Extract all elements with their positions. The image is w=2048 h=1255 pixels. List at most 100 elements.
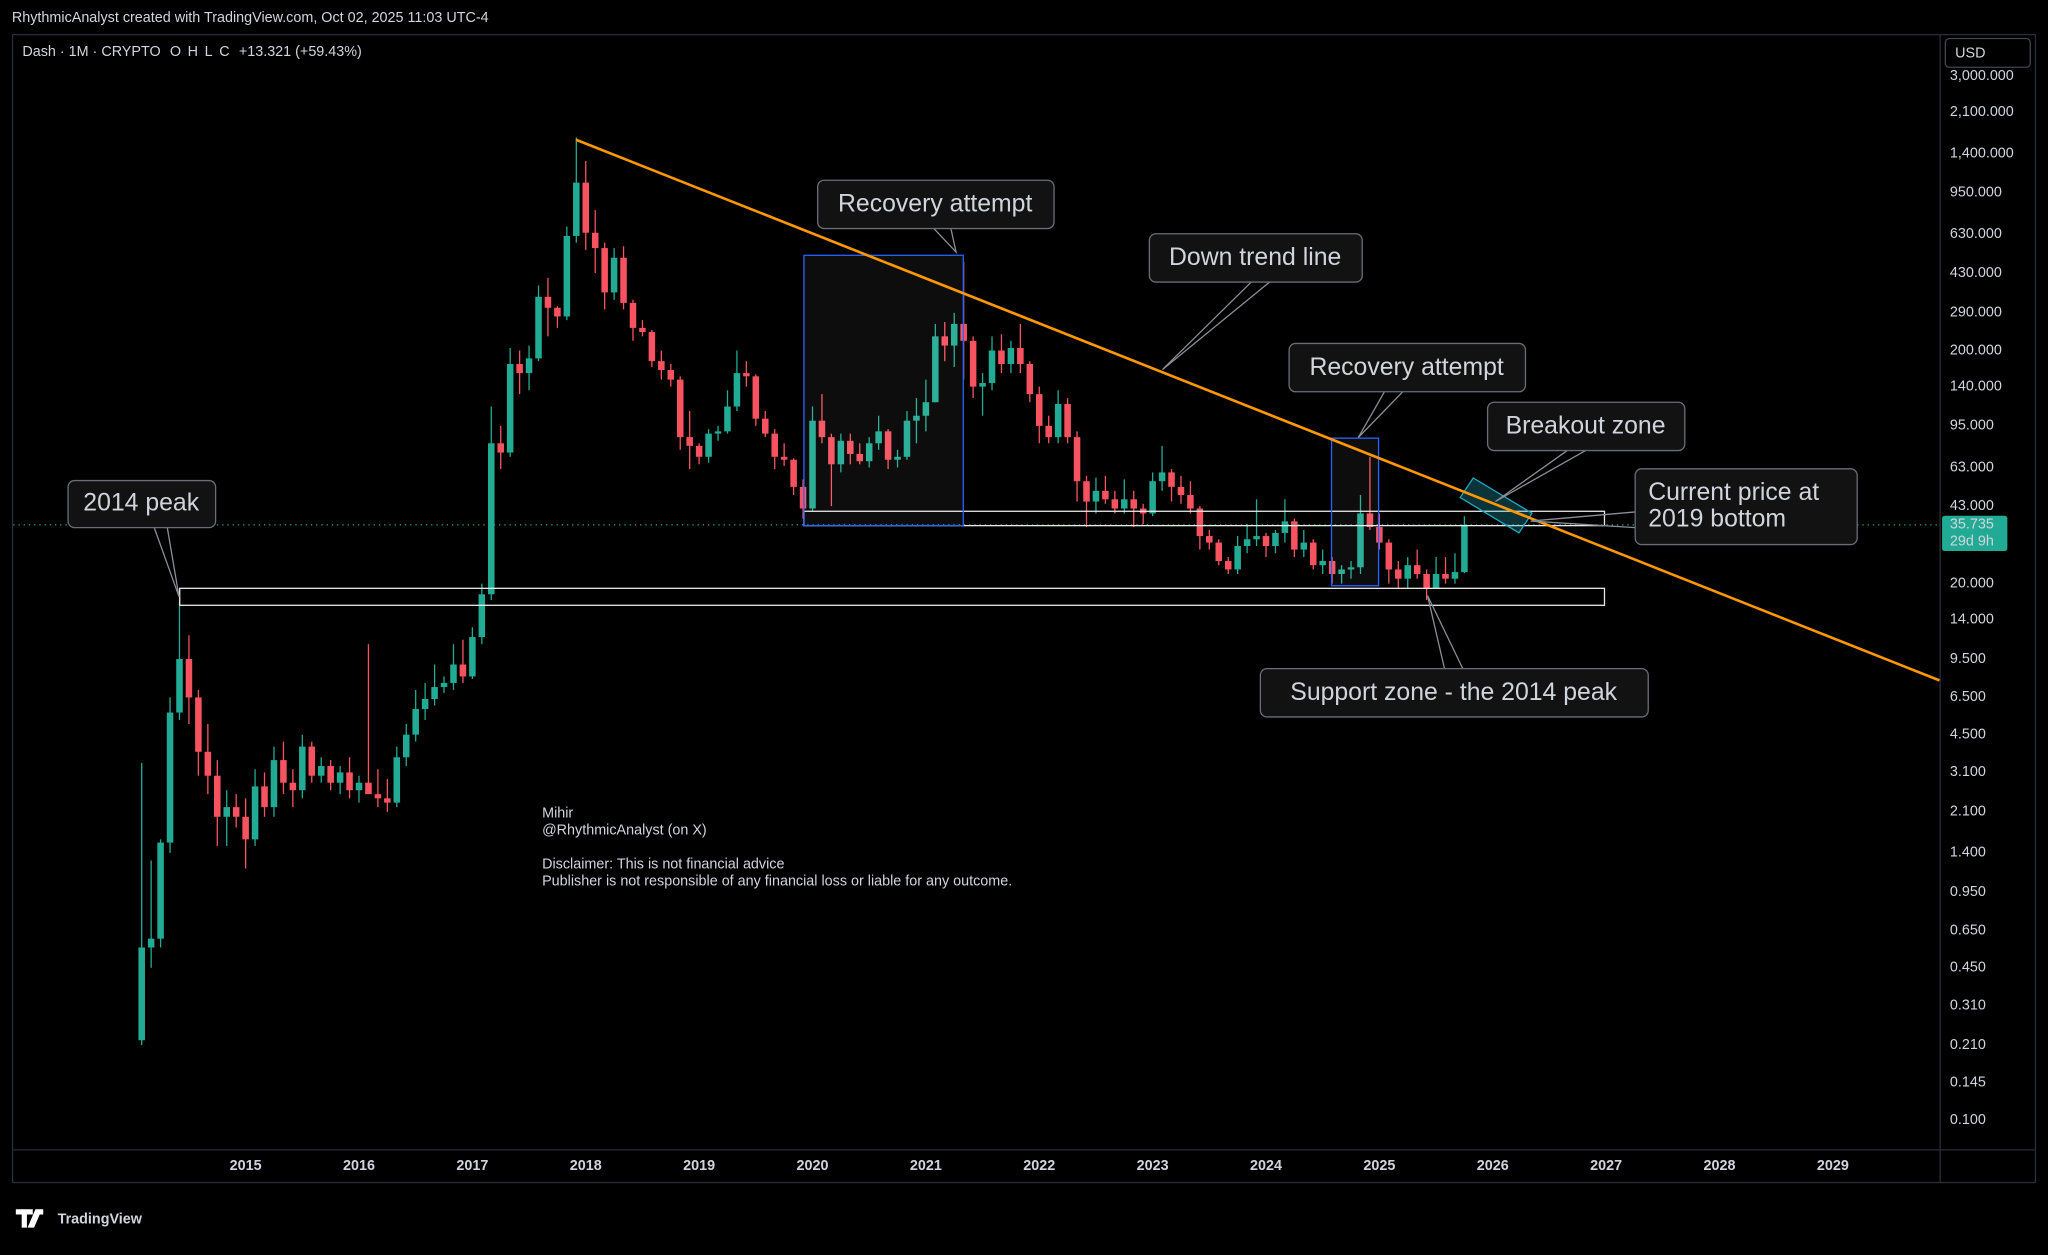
symbol: Dash · 1M · CRYPTO (22, 44, 160, 60)
candle-body (865, 443, 873, 462)
candle-body (903, 420, 911, 457)
currency[interactable]: USD (1955, 45, 1985, 61)
candle-body (1224, 561, 1232, 570)
candle-body (327, 766, 334, 783)
watermark: Disclaimer: This is not financial advice (542, 856, 784, 872)
y-tick-label: 6.500 (1950, 689, 1986, 705)
candle-body (299, 746, 306, 791)
callout (1259, 667, 1649, 718)
candle-body (1253, 536, 1260, 540)
candle-body (610, 257, 618, 293)
pointer (1161, 281, 1270, 371)
candle-body (1177, 486, 1185, 495)
candle-body (157, 842, 164, 939)
logo: TradingView (58, 1212, 143, 1228)
candle-body (1376, 526, 1383, 543)
candle-body (412, 708, 419, 735)
candle-body (676, 379, 684, 438)
candle-body (204, 751, 212, 776)
watermark: @RhythmicAnalyst (on X) (542, 822, 707, 838)
candle-body (1432, 573, 1440, 589)
y-tick-label: 430.000 (1950, 265, 2002, 281)
candle-body (667, 369, 675, 380)
candle-body (780, 456, 788, 460)
candle-body (762, 418, 769, 434)
candle-body (799, 486, 807, 509)
candle-body (1262, 536, 1270, 547)
annotation: Recovery attempt (1309, 354, 1503, 381)
candle-body (818, 420, 826, 438)
candle-body (979, 383, 986, 387)
x-tick-label: 2024 (1250, 1158, 1282, 1174)
candle-body (1347, 567, 1355, 570)
candle-body (705, 433, 712, 457)
callout (817, 179, 1055, 230)
currency-button[interactable] (1944, 37, 2031, 68)
callout (1148, 233, 1363, 283)
candle-body (280, 760, 287, 783)
candle-body (875, 431, 882, 444)
callout (67, 479, 217, 529)
candle-body (1385, 542, 1393, 570)
callout (1634, 468, 1858, 546)
candle-body (147, 938, 155, 948)
candle-body (714, 431, 722, 434)
candle-body (847, 440, 854, 454)
y-tick-label: 0.950 (1950, 884, 1986, 900)
candle-body (1073, 437, 1081, 482)
candle-body (695, 445, 703, 457)
candle-body (317, 766, 325, 776)
ohlc-label: L (205, 44, 213, 60)
candle-body (1121, 499, 1128, 509)
candle-body (969, 340, 977, 387)
candle-body (497, 443, 504, 453)
y-tick-label: 2,100.000 (1950, 104, 2014, 120)
candle-body (488, 443, 495, 595)
candle-body (440, 682, 448, 688)
y-tick-label: 43.000 (1950, 498, 1994, 514)
candle-body (384, 798, 391, 803)
candle-body (1168, 472, 1175, 487)
candle-body (639, 327, 646, 333)
candle-body (601, 248, 608, 293)
annotation: 2014 peak (83, 490, 199, 517)
y-tick-label: 1.400 (1950, 845, 1986, 861)
y-tick-label: 9.500 (1950, 651, 1986, 667)
annotation: Down trend line (1169, 244, 1341, 271)
candle-body (837, 440, 845, 465)
candle-body (582, 182, 590, 233)
candle-body (431, 687, 438, 700)
candle-body (176, 659, 183, 713)
candle-body (752, 376, 760, 419)
candle-body (790, 459, 797, 487)
candle-body (1309, 542, 1317, 566)
candle-body (346, 772, 353, 791)
candle-body (932, 336, 939, 403)
change: +13.321 (+59.43%) (239, 44, 362, 60)
watermark: Publisher is not responsible of any fina… (542, 873, 1012, 889)
candle-body (336, 772, 344, 783)
candle-body (469, 637, 476, 677)
candle-body (525, 358, 533, 374)
x-tick-label: 2022 (1023, 1158, 1055, 1174)
candle-body (1102, 490, 1109, 500)
y-tick-label: 0.650 (1950, 922, 1986, 938)
y-tick-label: 290.000 (1950, 305, 2002, 321)
price-tag: 0.100 0.145 0.210 0.310 0.450 0.650 0.950 1.400… (230, 68, 2014, 1174)
candle-body (573, 182, 580, 236)
candle-body (620, 257, 627, 303)
x-tick-label: 2028 (1704, 1158, 1736, 1174)
candle-body (828, 437, 835, 465)
x-tick-label: 2026 (1477, 1158, 1509, 1174)
candle-body (195, 697, 202, 752)
candle-body (516, 364, 523, 374)
candle-body (1206, 536, 1213, 543)
x-tick-label: 2027 (1590, 1158, 1622, 1174)
candle-body (1366, 513, 1374, 527)
candle-body (1234, 546, 1241, 570)
recovery-box (1330, 437, 1380, 587)
y-tick-label: 0.145 (1950, 1074, 1986, 1090)
y-tick-label: 0.310 (1950, 997, 1986, 1013)
y-tick-label: 2.100 (1950, 804, 1986, 820)
candle-body (648, 332, 656, 362)
